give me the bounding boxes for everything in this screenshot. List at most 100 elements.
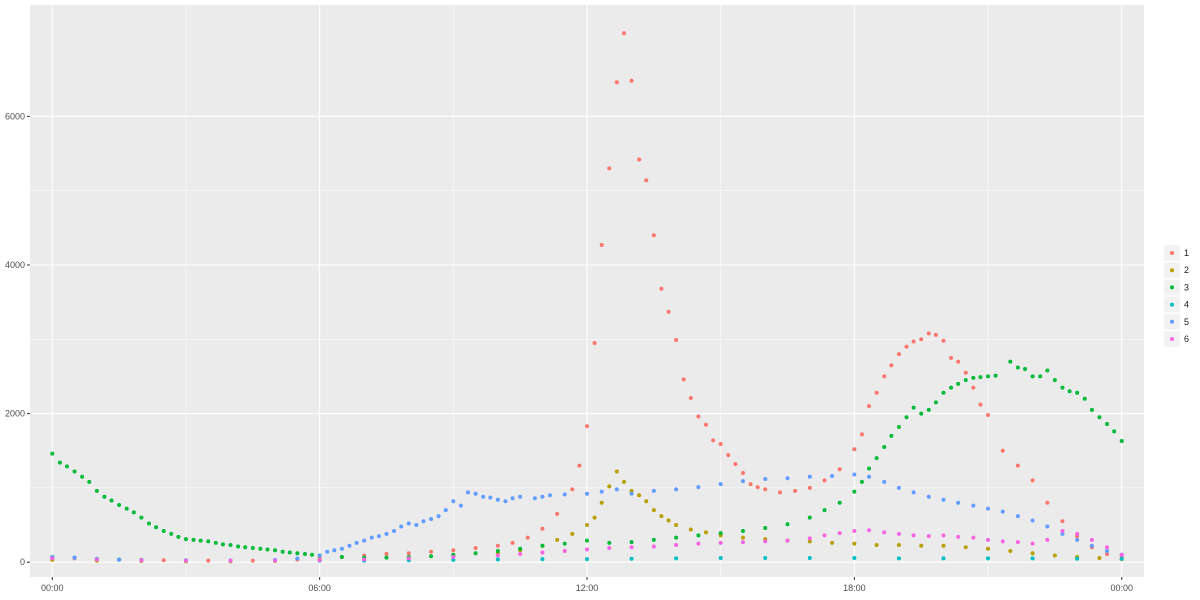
data-point xyxy=(332,548,337,553)
data-point xyxy=(830,473,835,478)
data-point xyxy=(540,543,545,548)
data-point xyxy=(926,331,931,336)
data-point xyxy=(837,531,842,536)
data-point xyxy=(1000,509,1005,514)
data-point xyxy=(807,515,812,520)
data-point xyxy=(666,309,671,314)
data-point xyxy=(302,551,307,556)
legend-swatch xyxy=(1170,337,1174,341)
data-point xyxy=(228,558,233,563)
data-point xyxy=(599,242,604,247)
legend-label: 2 xyxy=(1184,265,1189,275)
data-point xyxy=(280,549,285,554)
data-point xyxy=(621,479,626,484)
data-point xyxy=(777,490,782,495)
data-point xyxy=(354,540,359,545)
data-point xyxy=(139,558,144,563)
data-point xyxy=(748,482,753,487)
data-point xyxy=(154,525,159,530)
data-point xyxy=(763,539,768,544)
data-point xyxy=(191,537,196,542)
data-point xyxy=(1105,545,1110,550)
data-point xyxy=(740,471,745,475)
data-point xyxy=(718,482,723,487)
data-point xyxy=(1097,556,1102,561)
data-point xyxy=(919,411,924,416)
data-point xyxy=(198,538,203,543)
data-point xyxy=(978,402,983,407)
data-point xyxy=(585,557,589,562)
data-point xyxy=(822,478,827,483)
data-point xyxy=(1045,524,1050,529)
data-point xyxy=(993,373,998,378)
data-point xyxy=(1119,552,1124,557)
data-point xyxy=(1119,556,1124,561)
data-point xyxy=(1045,537,1050,542)
data-point xyxy=(703,422,708,427)
data-point xyxy=(911,490,916,495)
data-point xyxy=(362,538,367,543)
data-point xyxy=(956,381,961,386)
legend: 1 2 3 4 5 6 xyxy=(1162,244,1194,354)
data-point xyxy=(1015,365,1020,370)
data-point xyxy=(376,534,381,539)
data-point xyxy=(1052,553,1057,558)
data-point xyxy=(852,556,857,561)
data-point xyxy=(50,451,55,456)
grid-lines xyxy=(30,5,1144,577)
data-point xyxy=(941,533,946,538)
data-point xyxy=(406,556,411,561)
data-point xyxy=(882,479,887,484)
data-point xyxy=(852,489,857,494)
data-point xyxy=(392,528,397,533)
data-point xyxy=(963,370,968,375)
data-point xyxy=(763,476,768,481)
data-point xyxy=(87,479,92,484)
data-point xyxy=(250,558,255,563)
data-point xyxy=(904,344,909,349)
data-point xyxy=(949,355,954,360)
data-point xyxy=(911,533,916,538)
data-point xyxy=(896,485,901,490)
data-point xyxy=(882,374,887,379)
data-point xyxy=(473,491,478,496)
data-point xyxy=(109,498,114,503)
data-point xyxy=(1067,389,1072,394)
legend-label: 1 xyxy=(1184,248,1189,258)
data-point xyxy=(1045,500,1050,505)
data-point xyxy=(696,485,701,490)
data-point xyxy=(443,508,448,513)
data-point xyxy=(548,493,553,498)
data-point xyxy=(867,528,872,533)
data-point xyxy=(718,531,723,536)
data-point xyxy=(956,359,961,364)
data-point xyxy=(607,546,612,551)
data-point xyxy=(1105,421,1110,426)
data-point xyxy=(503,499,508,504)
data-point xyxy=(518,546,523,551)
data-point xyxy=(963,378,968,383)
data-point xyxy=(688,395,693,400)
data-point xyxy=(384,555,389,560)
data-point xyxy=(896,352,901,357)
data-point xyxy=(94,488,99,493)
data-point xyxy=(577,463,582,468)
data-point xyxy=(674,523,679,527)
data-point xyxy=(102,494,107,499)
data-point xyxy=(696,533,701,538)
data-point xyxy=(183,537,188,542)
data-point xyxy=(585,491,589,496)
data-point xyxy=(206,558,211,563)
data-point xyxy=(941,497,946,502)
data-point xyxy=(243,545,248,550)
data-point xyxy=(1052,378,1057,383)
data-point xyxy=(986,537,991,542)
data-point xyxy=(971,503,976,508)
data-point xyxy=(429,549,434,554)
data-point xyxy=(429,517,434,522)
data-point xyxy=(785,522,790,527)
legend-label: 3 xyxy=(1184,282,1189,292)
data-point xyxy=(325,549,330,554)
data-point xyxy=(510,540,515,545)
data-point xyxy=(1075,556,1080,561)
